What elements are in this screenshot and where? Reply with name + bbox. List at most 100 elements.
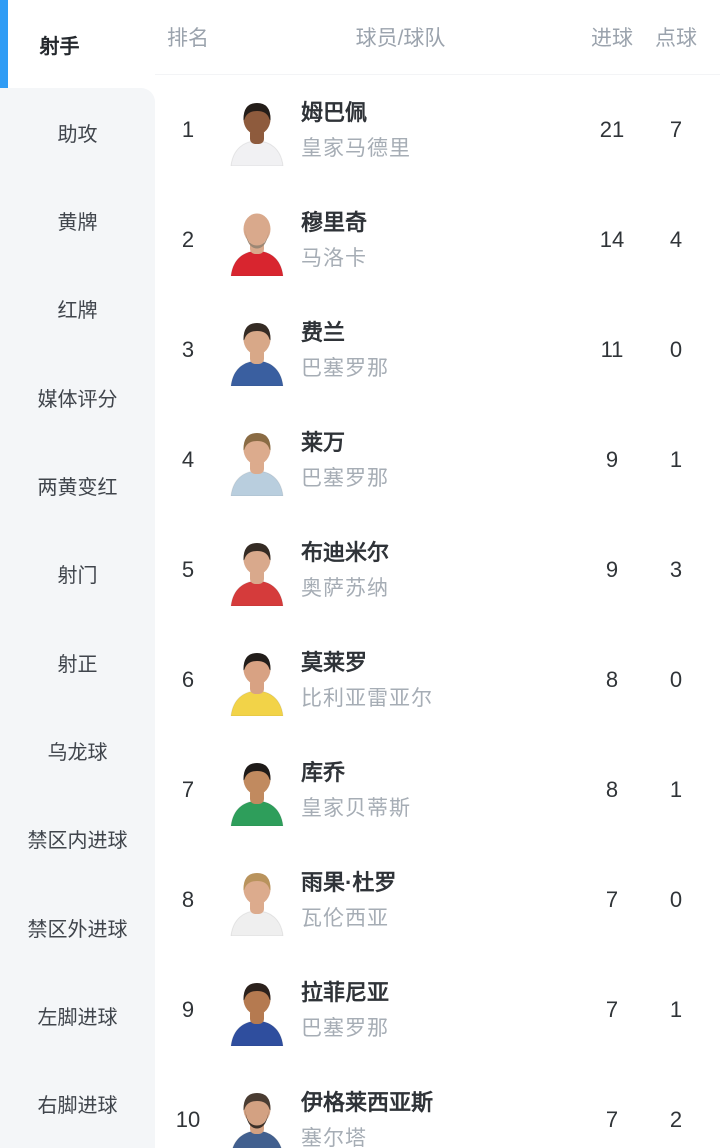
jersey-shape — [230, 470, 284, 496]
penalties-value: 1 — [669, 447, 683, 472]
hair-shape — [243, 323, 271, 341]
player-avatar-graphic — [230, 653, 284, 716]
table-row[interactable]: 9 拉菲尼亚 巴塞罗那 7 1 — [155, 955, 720, 1065]
sidebar-item-label: 左脚进球 — [37, 1006, 118, 1029]
beard-shape — [245, 1110, 269, 1129]
sidebar-item-黄牌[interactable]: 黄牌 — [0, 176, 155, 264]
table-row[interactable]: 4 莱万 巴塞罗那 9 1 — [155, 405, 720, 515]
sidebar-item-label: 射手 — [39, 35, 80, 58]
sidebar-item-禁区外进球[interactable]: 禁区外进球 — [0, 883, 155, 971]
header-player-team: 球员/球队 — [355, 27, 446, 50]
player-name: 莱万 — [301, 429, 346, 455]
table-row[interactable]: 6 莫莱罗 比利亚雷亚尔 8 0 — [155, 625, 720, 735]
hair-shape — [243, 983, 271, 1001]
rank-cell: 8 — [181, 887, 195, 912]
sidebar-item-两黄变红[interactable]: 两黄变红 — [0, 441, 155, 529]
player-avatar — [221, 204, 293, 276]
rank-cell: 7 — [181, 777, 195, 802]
player-info: 费兰 巴塞罗那 — [293, 319, 580, 382]
sidebar-item-label: 两黄变红 — [37, 476, 118, 499]
player-avatar — [221, 864, 293, 936]
player-avatar — [221, 1084, 293, 1148]
sidebar-item-label: 助攻 — [57, 123, 98, 146]
penalties-value: 0 — [669, 337, 683, 362]
sidebar-item-右脚进球[interactable]: 右脚进球 — [0, 1060, 155, 1148]
player-info: 拉菲尼亚 巴塞罗那 — [293, 979, 580, 1042]
rank-cell: 2 — [181, 227, 195, 252]
rank-cell: 3 — [181, 337, 195, 362]
sidebar-item-助攻[interactable]: 助攻 — [0, 88, 155, 176]
goals-value: 9 — [605, 557, 619, 582]
table-row[interactable]: 5 布迪米尔 奥萨苏纳 9 3 — [155, 515, 720, 625]
goals-value: 7 — [605, 1107, 619, 1132]
goals-value: 7 — [605, 997, 619, 1022]
sidebar-item-label: 射正 — [57, 653, 98, 676]
goals-value: 14 — [599, 227, 625, 252]
sidebar-item-红牌[interactable]: 红牌 — [0, 265, 155, 353]
sidebar-item-label: 红牌 — [57, 300, 98, 323]
stats-category-sidebar: 射手 助攻 黄牌 红牌 媒体评分 两黄变红 射门 射正 乌龙球 禁区内进球 禁区… — [0, 0, 155, 1148]
jersey-shape — [230, 800, 284, 826]
sidebar-item-label: 媒体评分 — [37, 388, 118, 411]
sidebar-item-scorers-active[interactable]: 射手 — [0, 0, 155, 88]
rank-cell: 5 — [181, 557, 195, 582]
player-avatar — [221, 534, 293, 606]
table-row[interactable]: 3 费兰 巴塞罗那 11 0 — [155, 295, 720, 405]
player-avatar-graphic — [230, 983, 284, 1046]
hair-shape — [243, 433, 271, 451]
table-row[interactable]: 10 伊格莱西亚斯 塞尔塔 7 2 — [155, 1065, 720, 1148]
hair-shape — [243, 653, 271, 671]
sidebar-item-label: 禁区外进球 — [27, 918, 128, 941]
head-shape — [243, 213, 271, 245]
sidebar-item-label: 右脚进球 — [37, 1095, 118, 1118]
header-penalties: 点球 — [655, 27, 697, 50]
sidebar-item-媒体评分[interactable]: 媒体评分 — [0, 353, 155, 441]
sidebar-item-乌龙球[interactable]: 乌龙球 — [0, 706, 155, 794]
player-avatar — [221, 424, 293, 496]
penalties-value: 0 — [669, 887, 683, 912]
header-rank: 排名 — [167, 27, 209, 50]
active-tab-indicator — [0, 0, 8, 88]
table-row[interactable]: 7 库乔 皇家贝蒂斯 8 1 — [155, 735, 720, 845]
player-avatar-graphic — [232, 1093, 282, 1148]
sidebar-item-射门[interactable]: 射门 — [0, 530, 155, 618]
table-row[interactable]: 8 雨果·杜罗 瓦伦西亚 7 0 — [155, 845, 720, 955]
jersey-shape — [230, 140, 284, 166]
table-header-row: 排名 球员/球队 进球 点球 — [155, 0, 720, 75]
player-avatar-graphic — [230, 433, 284, 496]
player-name: 穆里奇 — [301, 209, 368, 235]
jersey-shape — [230, 690, 284, 716]
penalties-value: 1 — [669, 777, 683, 802]
hair-shape — [243, 873, 271, 891]
penalties-value: 4 — [669, 227, 683, 252]
hair-shape — [243, 763, 271, 781]
penalties-value: 2 — [669, 1107, 683, 1132]
team-name: 塞尔塔 — [301, 1126, 367, 1148]
rank-cell: 4 — [181, 447, 195, 472]
player-avatar-graphic — [230, 763, 284, 826]
sidebar-item-label: 禁区内进球 — [27, 830, 128, 853]
sidebar-item-label: 乌龙球 — [47, 741, 108, 764]
team-name: 比利亚雷亚尔 — [301, 686, 433, 710]
sidebar-item-射正[interactable]: 射正 — [0, 618, 155, 706]
scorers-table: 排名 球员/球队 进球 点球 1 姆巴佩 皇家马德里 21 7 2 — [155, 0, 720, 1148]
rank-cell: 9 — [181, 997, 195, 1022]
rank-cell: 6 — [181, 667, 195, 692]
team-name: 巴塞罗那 — [301, 1016, 389, 1040]
team-name: 巴塞罗那 — [301, 466, 389, 490]
sidebar-item-禁区内进球[interactable]: 禁区内进球 — [0, 795, 155, 883]
penalties-value: 1 — [669, 997, 683, 1022]
player-info: 穆里奇 马洛卡 — [293, 209, 580, 272]
hair-shape — [243, 1093, 271, 1111]
goals-value: 21 — [599, 117, 625, 142]
table-row[interactable]: 2 穆里奇 马洛卡 14 4 — [155, 185, 720, 295]
sidebar-item-左脚进球[interactable]: 左脚进球 — [0, 971, 155, 1059]
player-name: 费兰 — [301, 319, 346, 345]
table-body: 1 姆巴佩 皇家马德里 21 7 2 — [155, 75, 720, 1148]
team-name: 皇家马德里 — [301, 136, 411, 160]
player-info: 伊格莱西亚斯 塞尔塔 — [293, 1089, 580, 1148]
team-name: 巴塞罗那 — [301, 356, 389, 380]
table-row[interactable]: 1 姆巴佩 皇家马德里 21 7 — [155, 75, 720, 185]
goals-value: 8 — [605, 777, 619, 802]
